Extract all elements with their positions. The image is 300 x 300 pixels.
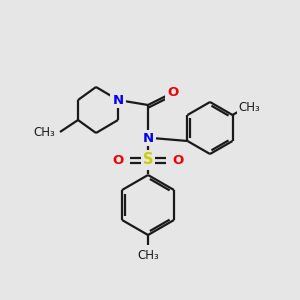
- Text: S: S: [143, 152, 153, 167]
- Text: CH₃: CH₃: [238, 101, 260, 114]
- Text: CH₃: CH₃: [33, 125, 55, 139]
- Text: O: O: [167, 86, 178, 100]
- Text: N: N: [142, 131, 154, 145]
- Text: O: O: [172, 154, 184, 166]
- Text: O: O: [112, 154, 124, 166]
- Text: CH₃: CH₃: [137, 249, 159, 262]
- Text: N: N: [112, 94, 124, 106]
